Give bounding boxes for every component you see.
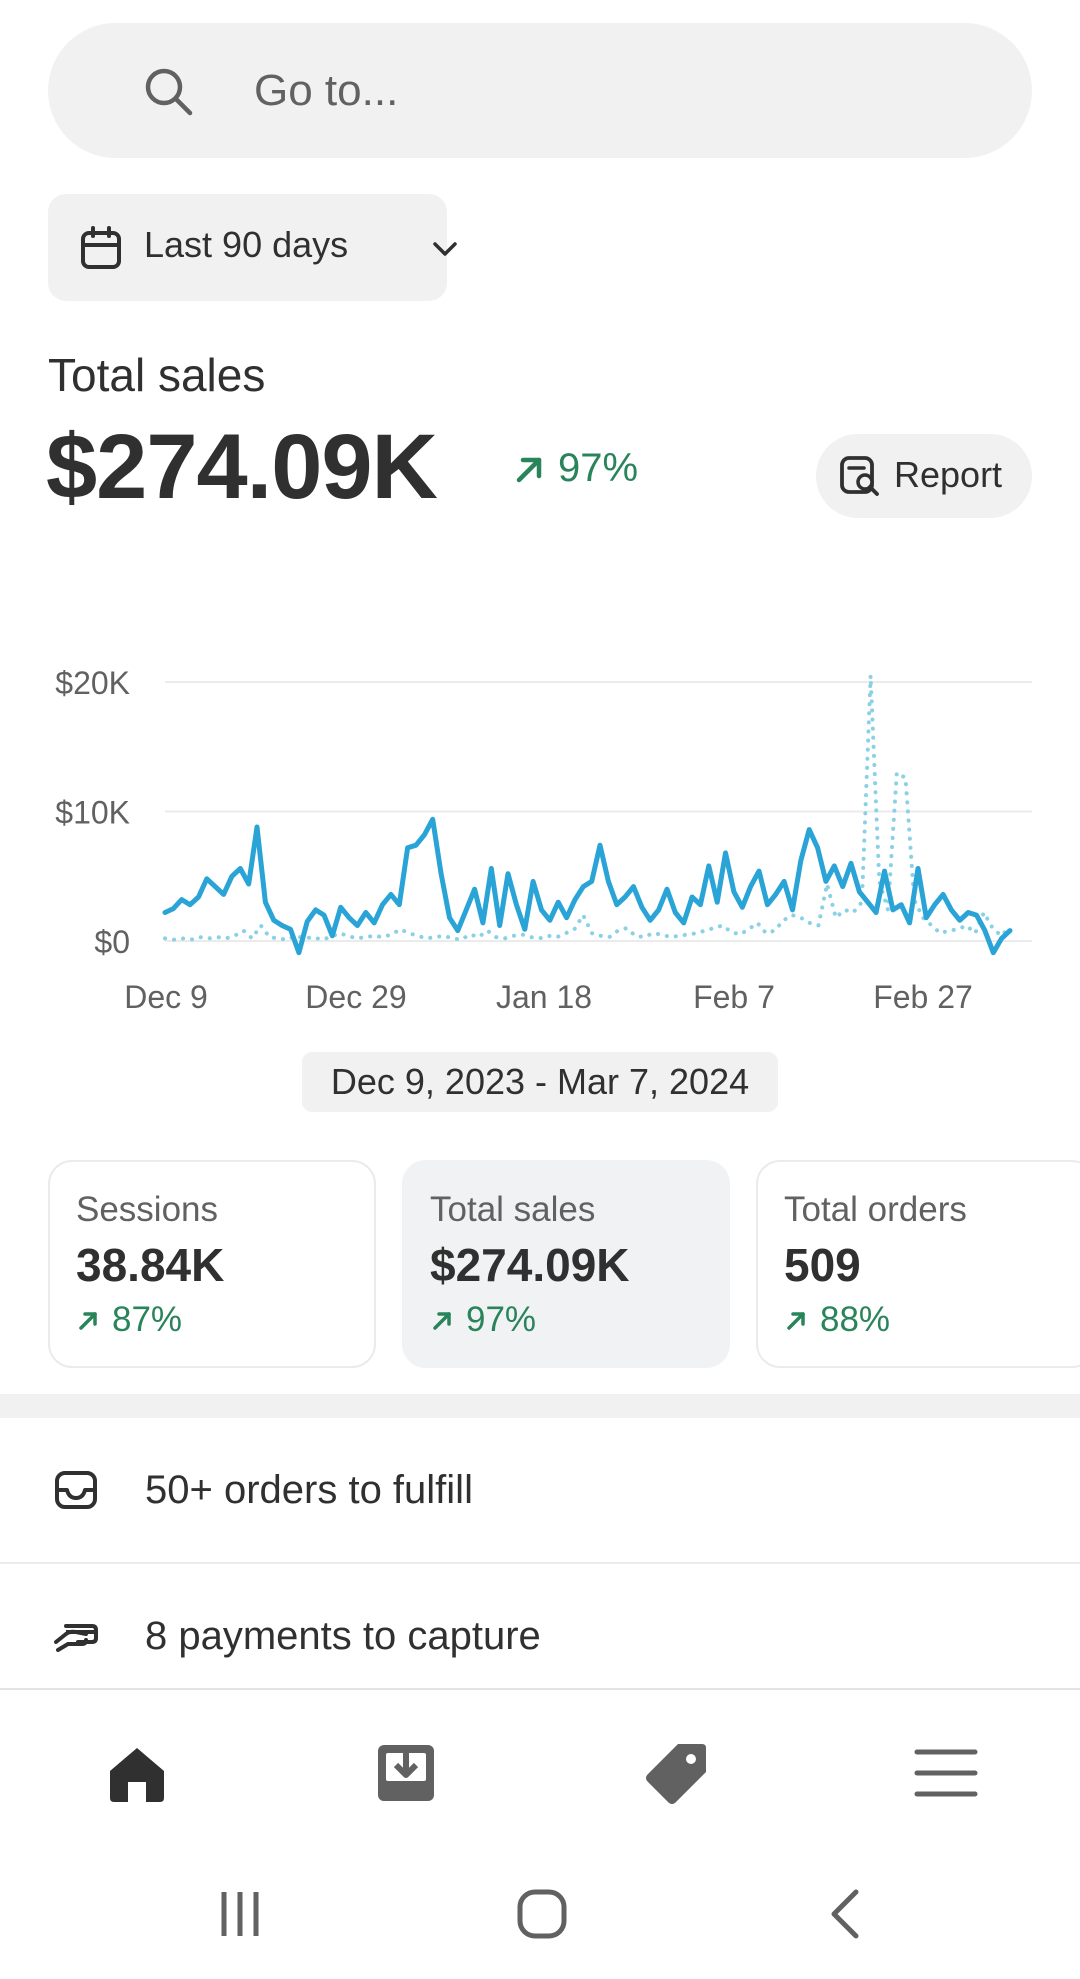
- report-button[interactable]: Report: [816, 434, 1032, 518]
- home-button-icon[interactable]: [512, 1884, 572, 1944]
- x-tick-label: Feb 7: [693, 979, 775, 1015]
- x-tick-label: Dec 29: [305, 979, 406, 1015]
- metric-title: Sessions: [76, 1190, 219, 1229]
- chevron-down-icon: [433, 242, 457, 256]
- metric-title: Total sales: [430, 1190, 596, 1229]
- system-navigation-bar: [0, 1848, 1080, 1979]
- report-label: Report: [894, 454, 1003, 495]
- task-divider: [0, 1562, 1080, 1564]
- arrow-up-right-icon: [79, 1312, 97, 1330]
- report-icon: [840, 456, 879, 496]
- search-icon: [145, 68, 193, 116]
- task-orders-to-fulfill[interactable]: 50+ orders to fulfill: [0, 1418, 1080, 1562]
- payment-hand-icon: [54, 1624, 98, 1652]
- metric-value: 509: [784, 1239, 861, 1291]
- inbox-icon: [55, 1471, 97, 1509]
- arrow-up-right-icon: [516, 457, 542, 482]
- arrow-up-right-icon: [433, 1312, 451, 1330]
- total-sales-value: $274.09K: [46, 416, 438, 518]
- date-range-text: Dec 9, 2023 - Mar 7, 2024: [302, 1052, 778, 1112]
- total-sales-change-value: 97%: [558, 446, 639, 490]
- y-tick-label: $0: [94, 924, 130, 960]
- x-tick-label: Feb 27: [873, 979, 973, 1015]
- metric-value: 38.84K: [76, 1239, 225, 1291]
- metric-change-value: 97%: [466, 1300, 537, 1339]
- y-tick-label: $20K: [55, 665, 130, 701]
- metric-change-value: 87%: [112, 1300, 183, 1339]
- home-icon[interactable]: [102, 1738, 172, 1808]
- metric-title: Total orders: [784, 1190, 967, 1229]
- back-icon[interactable]: [816, 1884, 876, 1944]
- task-label: 8 payments to capture: [145, 1613, 541, 1658]
- metric-change-value: 88%: [820, 1300, 891, 1339]
- sales-chart: $20K $10K $0 Dec 9 Dec 29 Jan 18 Feb 7 Feb 27: [55, 665, 1032, 1015]
- search-bar[interactable]: [48, 23, 1032, 158]
- section-divider: [0, 1394, 1080, 1418]
- calendar-icon: [81, 226, 121, 269]
- total-sales-change: 97%: [512, 446, 638, 491]
- menu-icon[interactable]: [911, 1738, 981, 1808]
- x-tick-label: Dec 9: [124, 979, 208, 1015]
- current-period-line: [162, 816, 1013, 956]
- metric-change: 87%: [76, 1300, 182, 1340]
- metric-card-total-sales[interactable]: Total sales $274.09K 97%: [402, 1160, 730, 1368]
- y-tick-label: $10K: [55, 795, 130, 831]
- task-payments-to-capture[interactable]: 8 payments to capture: [0, 1564, 1080, 1708]
- x-tick-label: Jan 18: [496, 979, 592, 1015]
- search-input[interactable]: [254, 23, 994, 158]
- date-range-label: Last 90 days: [144, 224, 349, 265]
- recent-apps-icon[interactable]: [210, 1884, 270, 1944]
- metric-change: 88%: [784, 1300, 890, 1340]
- total-sales-label: Total sales: [48, 349, 266, 401]
- task-label: 50+ orders to fulfill: [145, 1467, 473, 1512]
- date-range-button[interactable]: Last 90 days: [48, 194, 457, 301]
- bottom-navigation: [0, 1688, 1080, 1848]
- products-tag-icon[interactable]: [642, 1738, 712, 1808]
- metric-value: $274.09K: [430, 1239, 630, 1291]
- metric-change: 97%: [430, 1300, 536, 1340]
- orders-icon[interactable]: [371, 1738, 441, 1808]
- previous-period-line: [163, 675, 1012, 942]
- arrow-up-right-icon: [787, 1312, 805, 1330]
- metric-card-total-orders[interactable]: Total orders 509 88%: [756, 1160, 1080, 1368]
- metric-card-sessions[interactable]: Sessions 38.84K 87%: [48, 1160, 376, 1368]
